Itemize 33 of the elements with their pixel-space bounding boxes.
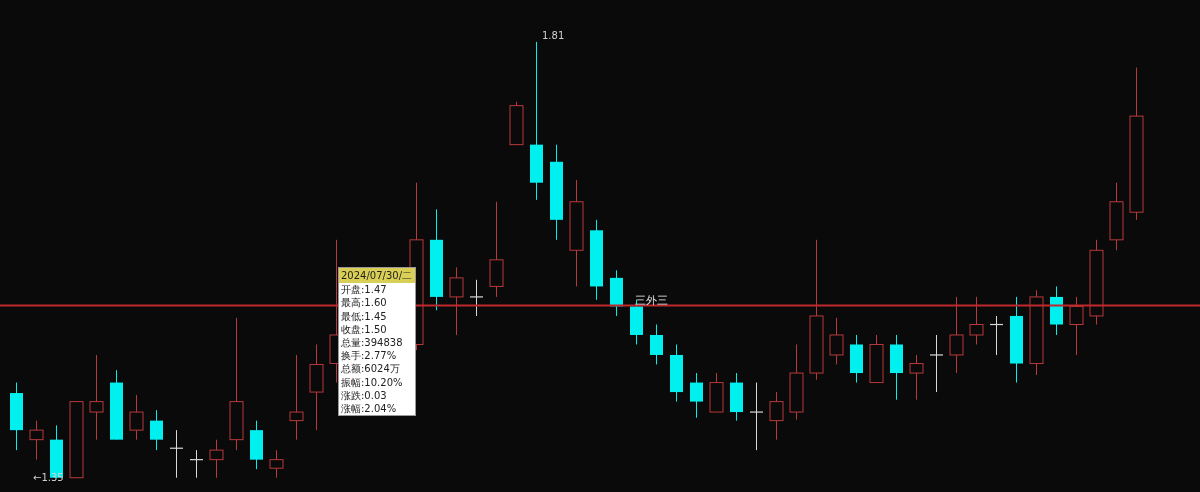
annotation: 总量:394838 — [340, 336, 404, 350]
candlestick — [1069, 296, 1084, 356]
candlestick — [929, 334, 944, 393]
annotation: 涨幅:2.04% — [340, 402, 398, 416]
candlestick — [89, 354, 104, 441]
candlestick — [969, 296, 984, 345]
annotation: 总额:6024万 — [340, 362, 401, 376]
candlestick — [469, 279, 484, 317]
candlestick — [949, 296, 964, 374]
candlestick — [769, 391, 784, 441]
annotation: 换手:2.77% — [340, 349, 398, 363]
candlestick — [650, 324, 663, 365]
candlestick — [269, 449, 284, 479]
candlestick — [150, 409, 163, 451]
annotation: 涨跌:0.03 — [340, 388, 388, 403]
candlestick — [29, 420, 44, 461]
annotation: ←1.35 — [33, 471, 64, 484]
annotation: 最低:1.45 — [340, 309, 388, 323]
candlestick — [289, 354, 304, 441]
candlestick — [690, 372, 703, 419]
annotation: 2024/07/30/二 — [339, 268, 415, 284]
candlestick — [749, 382, 764, 451]
candlestick — [909, 354, 924, 401]
annotation: 最高:1.60 — [340, 296, 388, 310]
candlestick — [209, 439, 224, 479]
annotation: 开盘:1.47 — [340, 283, 388, 297]
annotation: 振幅:10.20% — [340, 375, 404, 389]
candlestick — [129, 394, 144, 441]
annotation: 1.81 — [542, 29, 565, 42]
annotation: 收盘:1.50 — [340, 322, 388, 337]
ref-line-label: 三外三 — [635, 294, 668, 308]
candlestick — [829, 317, 844, 365]
candlestick — [449, 266, 464, 336]
